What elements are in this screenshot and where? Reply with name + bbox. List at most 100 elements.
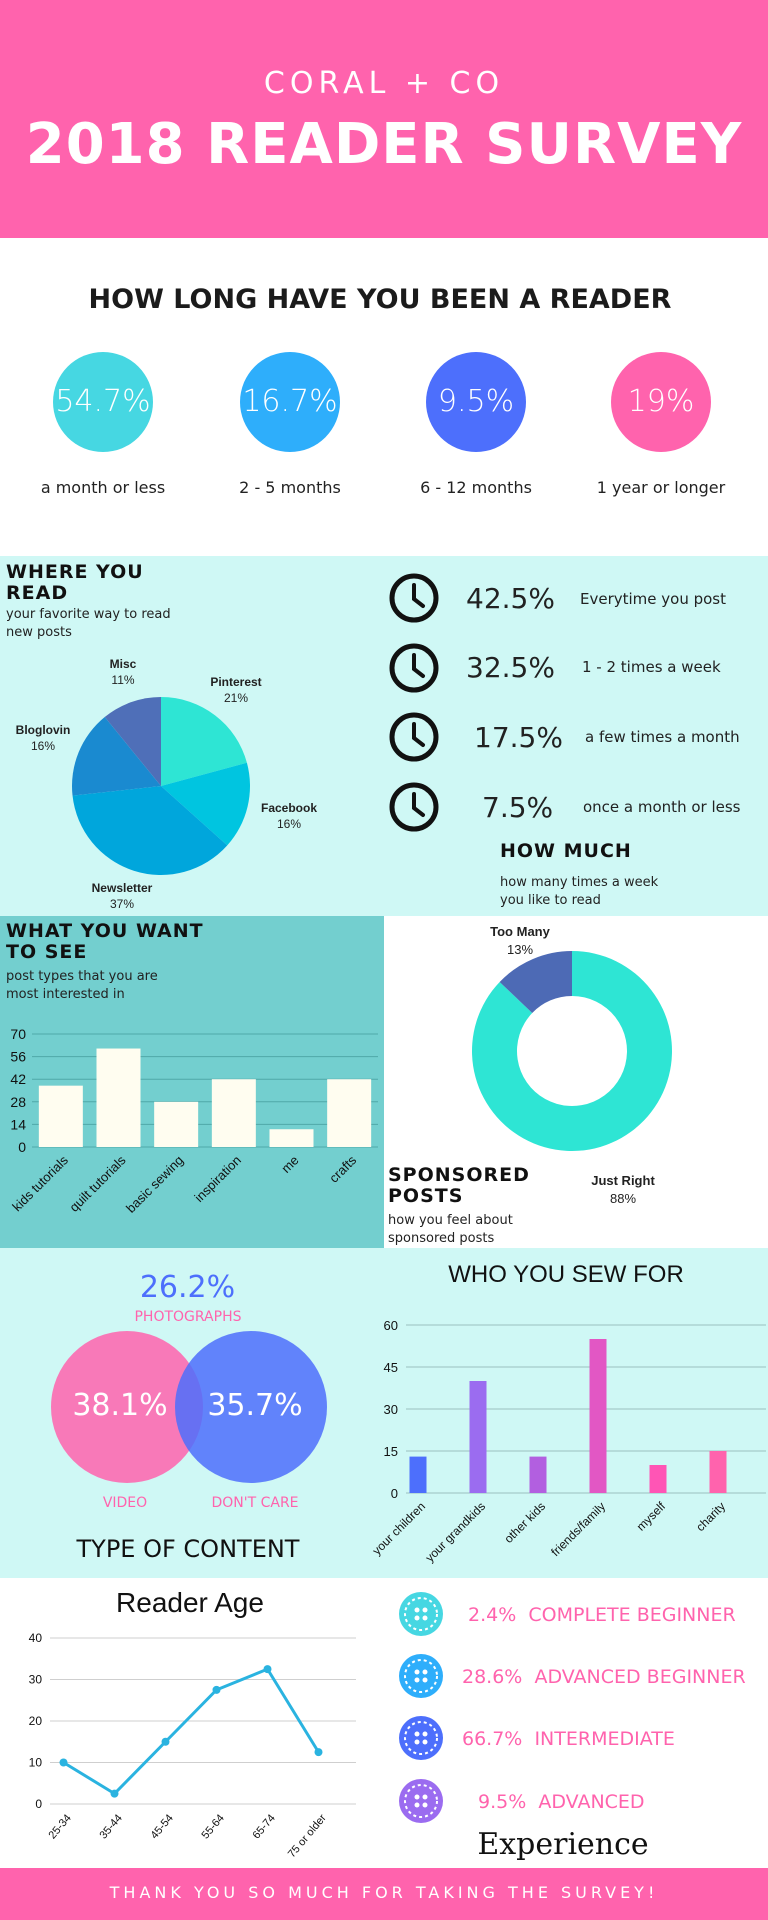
sponsored-subtitle: how you feel about sponsored posts <box>388 1213 513 1246</box>
how-much-label: 1 - 2 times a week <box>582 658 721 676</box>
experience-entry: 66.7% INTERMEDIATE <box>462 1728 675 1750</box>
donut-value-label: 88% <box>610 1191 636 1206</box>
bar <box>96 1048 141 1147</box>
x-tick-label: 75 or older <box>286 1812 329 1860</box>
content-venn-diagram <box>51 1331 327 1483</box>
sponsored-title: SPONSORED POSTS <box>388 1164 530 1207</box>
duration-circle: 19% <box>611 352 711 452</box>
duration-circle: 16.7% <box>240 352 340 452</box>
data-point <box>212 1685 221 1694</box>
data-point <box>161 1737 170 1746</box>
how-much-label: Everytime you post <box>580 590 727 608</box>
pie-category-label: Bloglovin <box>16 723 71 737</box>
x-tick-label: kids tutorials <box>9 1152 71 1214</box>
experience-percent: 28.6% <box>462 1666 523 1688</box>
x-tick-label: 35-44 <box>98 1812 125 1841</box>
y-tick-label: 28 <box>10 1094 26 1110</box>
x-tick-label: quilt tutorials <box>66 1152 129 1215</box>
footer-text: THANK YOU SO MUCH FOR TAKING THE SURVEY! <box>109 1883 659 1902</box>
photographs-percent: 26.2% <box>139 1270 236 1305</box>
dont-care-percent: 35.7% <box>207 1388 303 1423</box>
x-tick-label: 45-54 <box>149 1812 176 1841</box>
experience-entry: 2.4% COMPLETE BEGINNER <box>468 1604 736 1626</box>
bar <box>154 1101 199 1147</box>
bar <box>709 1451 727 1493</box>
data-point <box>314 1748 323 1757</box>
sewing-button-icon <box>399 1592 443 1636</box>
duration-label: 6 - 12 months <box>420 478 532 497</box>
clock-icon <box>389 643 439 693</box>
data-point <box>110 1789 119 1798</box>
y-tick-label: 0 <box>35 1797 42 1811</box>
sewing-button-icon <box>399 1654 443 1698</box>
bar <box>529 1456 547 1493</box>
footer-banner <box>0 1868 768 1920</box>
how-much-percent: 32.5% <box>466 651 555 684</box>
pie-slice <box>161 762 250 846</box>
x-tick-label: basic sewing <box>123 1153 186 1216</box>
x-tick-label: 55-64 <box>200 1812 227 1841</box>
reader-age-line-chart: Reader Age 0 10 20 30 40 25-34 35-44 45-54 55-64 6… <box>29 1587 356 1860</box>
venn-circle-video <box>51 1331 203 1483</box>
duration-circle: 9.5% <box>426 352 526 452</box>
pie-value-label: 21% <box>224 691 248 705</box>
bar <box>469 1381 487 1493</box>
donut-slice <box>472 951 672 1151</box>
experience-label: INTERMEDIATE <box>534 1728 675 1750</box>
where-title: WHERE YOU READ <box>6 561 144 604</box>
experience-label: COMPLETE BEGINNER <box>528 1604 736 1626</box>
video-percent: 38.1% <box>72 1388 168 1423</box>
donut-slice <box>499 951 572 1014</box>
duration-label: a month or less <box>40 478 166 497</box>
pie-category-label: Facebook <box>261 801 317 815</box>
pie-value-label: 16% <box>277 817 301 831</box>
x-tick-label: other kids <box>501 1499 548 1546</box>
experience-label: ADVANCED BEGINNER <box>534 1666 746 1688</box>
how-much-subtitle: how many times a week you like to read <box>500 875 659 908</box>
y-tick-label: 56 <box>10 1049 26 1065</box>
y-tick-label: 30 <box>29 1673 43 1687</box>
bar <box>211 1079 256 1147</box>
how-much-title: HOW MUCH <box>500 840 632 862</box>
pie-value-label: 11% <box>111 673 134 687</box>
x-tick-label: crafts <box>326 1152 359 1185</box>
header-banner <box>0 0 768 238</box>
age-line <box>62 1667 320 1796</box>
x-tick-label: me <box>278 1153 301 1176</box>
experience-entry: 9.5% ADVANCED <box>478 1791 645 1813</box>
experience-label: ADVANCED <box>538 1791 645 1813</box>
page-title: 2018 READER SURVEY <box>25 112 743 177</box>
sew-chart-title: WHO YOU SEW FOR <box>448 1261 684 1288</box>
bar <box>269 1129 314 1147</box>
y-tick-label: 14 <box>10 1116 26 1132</box>
clock-icon <box>389 573 439 623</box>
bar <box>327 1079 372 1147</box>
experience-percent: 2.4% <box>468 1604 517 1626</box>
clock-icon <box>389 782 439 832</box>
photographs-label: PHOTOGRAPHS <box>134 1309 242 1325</box>
y-tick-label: 45 <box>384 1360 398 1375</box>
what-you-want-section <box>0 916 384 1248</box>
y-tick-label: 30 <box>384 1402 398 1417</box>
how-much-label: a few times a month <box>585 728 740 746</box>
y-tick-label: 0 <box>18 1139 26 1155</box>
how-much-label: once a month or less <box>583 798 741 816</box>
duration-label: 1 year or longer <box>596 478 726 497</box>
data-point <box>59 1758 68 1767</box>
x-tick-label: 65-74 <box>251 1812 278 1841</box>
pie-slice <box>72 786 228 875</box>
y-tick-label: 0 <box>391 1486 398 1501</box>
donut-category-label: Too Many <box>490 924 550 939</box>
x-tick-label: 25-34 <box>47 1812 74 1841</box>
pie-slice <box>104 697 161 786</box>
where-you-read-pie-chart: Pinterest 21% Facebook 16% Newsletter 37% Blog… <box>16 657 318 911</box>
donut-category-label: Just Right <box>591 1173 655 1188</box>
donut-value-label: 13% <box>507 942 533 957</box>
x-tick-label: inspiration <box>191 1153 244 1206</box>
experience-percent: 66.7% <box>462 1728 523 1750</box>
duration-title: HOW LONG HAVE YOU BEEN A READER <box>88 284 672 315</box>
y-tick-label: 60 <box>384 1318 398 1333</box>
x-tick-label: your children <box>370 1499 428 1557</box>
want-title: WHAT YOU WANT TO SEE <box>6 920 204 963</box>
video-label: VIDEO <box>102 1495 148 1511</box>
